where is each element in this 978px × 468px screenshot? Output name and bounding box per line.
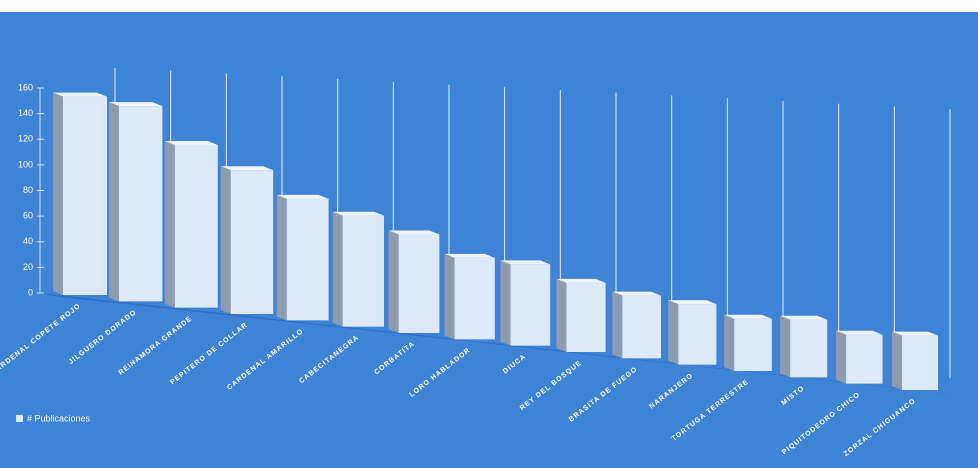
bar-side <box>444 253 455 340</box>
bar <box>230 170 274 314</box>
y-tick-label: 120 <box>18 134 33 144</box>
bar-top <box>108 102 163 107</box>
floor <box>40 293 960 395</box>
bar-top <box>164 140 218 145</box>
bar-top <box>724 314 772 319</box>
y-tick-label: 140 <box>18 108 33 118</box>
bar-side <box>332 211 343 327</box>
bar-side <box>388 230 399 333</box>
bar-side <box>668 300 679 365</box>
bar <box>566 282 606 352</box>
bar-side <box>500 260 511 346</box>
y-tick-label: 0 <box>28 287 33 297</box>
bar <box>454 257 495 340</box>
bar-side <box>892 331 902 390</box>
bar-side <box>724 314 735 371</box>
bar <box>734 318 772 371</box>
bar-top <box>444 253 495 258</box>
bar-side <box>836 330 847 384</box>
legend-swatch <box>16 415 23 422</box>
bar-side <box>612 291 623 359</box>
bar <box>902 335 938 390</box>
legend-label: # Publicaciones <box>27 413 91 423</box>
bar <box>398 234 440 333</box>
y-tick-label: 160 <box>18 82 33 92</box>
bar-side <box>53 92 63 295</box>
bar <box>622 295 661 359</box>
bar-side <box>220 166 231 314</box>
y-tick-label: 40 <box>23 236 33 246</box>
bar <box>174 144 218 308</box>
bar-top <box>388 230 440 235</box>
bar-top <box>836 330 883 335</box>
bar <box>342 215 384 327</box>
bar-top <box>332 211 384 216</box>
bar-side <box>108 102 119 302</box>
y-tick-label: 20 <box>23 262 33 272</box>
bar <box>678 304 717 365</box>
bar-top <box>220 166 274 171</box>
bar-top <box>668 300 717 305</box>
y-tick-label: 60 <box>23 211 33 221</box>
bar-top <box>500 260 551 265</box>
bar-side <box>276 194 287 321</box>
y-tick-label: 100 <box>18 159 33 169</box>
bar <box>286 198 329 321</box>
bar-side <box>780 315 791 378</box>
bar-side <box>164 140 175 308</box>
bar-top <box>780 315 828 320</box>
bar-top <box>276 194 329 199</box>
bar <box>790 319 828 378</box>
bar-top <box>556 278 606 283</box>
bar <box>63 96 107 295</box>
bar-top <box>892 331 938 336</box>
bar <box>510 264 551 346</box>
bar <box>118 106 163 302</box>
bar <box>846 334 883 384</box>
background <box>0 12 978 468</box>
bar-top <box>53 92 107 97</box>
bar-side <box>556 278 567 352</box>
y-tick-label: 80 <box>23 185 33 195</box>
bar-top <box>612 291 661 296</box>
